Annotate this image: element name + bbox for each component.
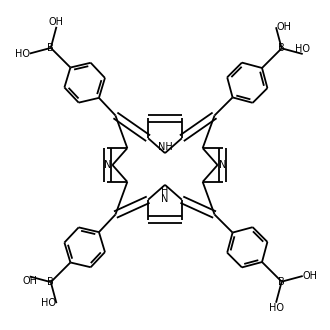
Text: NH: NH xyxy=(158,142,172,152)
Text: HO: HO xyxy=(295,44,310,54)
Text: HO: HO xyxy=(42,298,56,308)
Text: N: N xyxy=(219,160,226,170)
Text: HO: HO xyxy=(15,49,30,58)
Text: OH: OH xyxy=(49,17,64,27)
Text: B: B xyxy=(48,43,54,53)
Text: OH: OH xyxy=(276,22,291,32)
Text: OH: OH xyxy=(303,271,318,281)
Text: H: H xyxy=(161,186,169,196)
Text: HO: HO xyxy=(269,303,283,313)
Text: N: N xyxy=(161,194,169,204)
Text: B: B xyxy=(48,277,54,287)
Text: B: B xyxy=(278,277,285,287)
Text: N: N xyxy=(104,160,111,170)
Text: B: B xyxy=(278,43,285,53)
Text: OH: OH xyxy=(22,277,37,286)
